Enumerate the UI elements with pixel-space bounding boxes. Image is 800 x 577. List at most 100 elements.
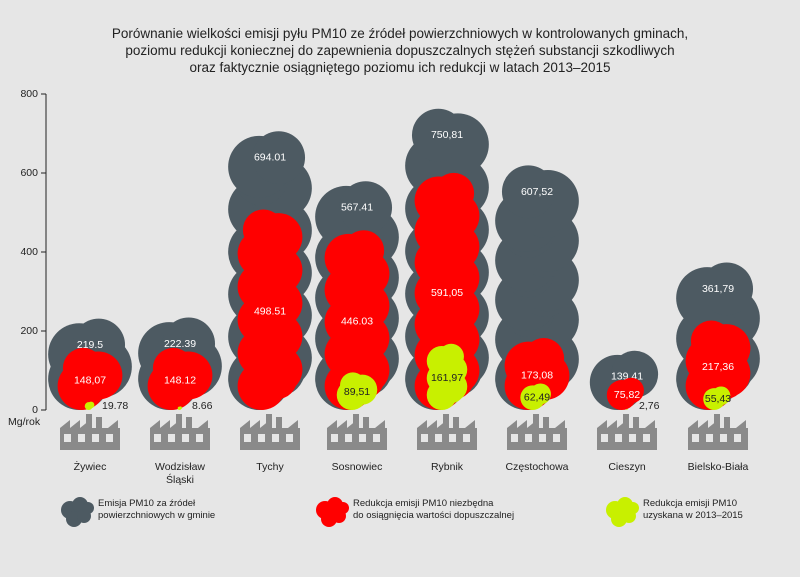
legend-label-line: Redukcja emisji PM10 xyxy=(643,498,737,509)
cloud-puff xyxy=(501,165,555,219)
factory-window xyxy=(168,434,175,442)
factory-body xyxy=(240,428,300,450)
x-tick-label: Tychy xyxy=(256,461,284,473)
factory-chimney xyxy=(543,417,549,428)
cloud-puff xyxy=(411,108,465,162)
factory-body xyxy=(688,428,748,450)
legend-swatch xyxy=(316,497,349,527)
factory-body xyxy=(417,428,477,450)
y-tick-label: 600 xyxy=(20,167,38,179)
factory-chimney xyxy=(96,417,102,428)
cloud-puff xyxy=(62,347,104,389)
factory-body xyxy=(150,428,210,450)
cloud-puff xyxy=(529,383,551,405)
legend-label-line: Redukcja emisji PM10 niezbędna xyxy=(353,498,494,509)
factory-chimney xyxy=(533,414,539,428)
value-label: 89,51 xyxy=(344,386,370,398)
cloud-bar xyxy=(626,408,628,410)
factory-window xyxy=(553,434,560,442)
factory-window xyxy=(92,434,99,442)
factory-chimney xyxy=(276,417,282,428)
y-tick-label: 400 xyxy=(20,246,38,258)
cloud-puff xyxy=(337,502,349,514)
x-tick-label-line: Śląski xyxy=(166,473,194,486)
value-label: 498.51 xyxy=(254,305,286,317)
value-label: 75,82 xyxy=(614,389,640,401)
cloud-puff xyxy=(700,262,754,316)
factory-window xyxy=(286,434,293,442)
cloud-puff xyxy=(340,372,366,398)
x-tick-label: Bielsko-Biała xyxy=(688,461,749,473)
factory-chimney xyxy=(86,414,92,428)
factory-icon xyxy=(597,414,657,450)
factory-window xyxy=(359,434,366,442)
x-tick-label: Wodzisław Śląski xyxy=(155,461,205,486)
cloud-puff xyxy=(339,181,393,234)
factory-icon xyxy=(327,414,387,450)
value-label: 217,36 xyxy=(702,361,734,373)
factory-window xyxy=(258,434,265,442)
factory-window xyxy=(421,434,428,442)
factory-window xyxy=(373,434,380,442)
legend-label-line: do osiągnięcia wartości dopuszczalnej xyxy=(353,510,514,521)
legend-swatch xyxy=(61,497,94,527)
factory-window xyxy=(64,434,71,442)
cloud-bar xyxy=(147,347,213,410)
legend-swatch xyxy=(606,497,639,527)
factory-window xyxy=(331,434,338,442)
factory-window xyxy=(643,434,650,442)
factory-window xyxy=(78,434,85,442)
factory-icon xyxy=(60,414,120,450)
x-tick-label: Rybnik xyxy=(431,461,464,473)
cloud-puff xyxy=(179,406,182,410)
y-tick-label: 200 xyxy=(20,325,38,337)
cloud-bar xyxy=(57,347,123,410)
legend-label-line: Emisja PM10 za źródeł xyxy=(98,498,196,509)
chart-title-line: Porównanie wielkości emisji pyłu PM10 ze… xyxy=(112,26,688,41)
value-label: 8.66 xyxy=(192,400,213,412)
x-tick-label: Żywiec xyxy=(74,460,107,473)
chart-title-line: poziomu redukcji koniecznej do zapewnien… xyxy=(125,43,674,58)
y-tick-label: 0 xyxy=(32,404,38,416)
factory-window xyxy=(734,434,741,442)
cloud-puff xyxy=(433,172,475,214)
x-tick-label: Cieszyn xyxy=(608,461,646,473)
cloud-puff xyxy=(690,320,732,362)
factory-body xyxy=(60,428,120,450)
x-tick-label: Sosnowiec xyxy=(332,461,383,473)
value-label: 591,05 xyxy=(431,287,463,299)
factory-window xyxy=(539,434,546,442)
value-label: 694.01 xyxy=(254,152,286,164)
cloud-bar xyxy=(426,343,468,410)
factory-icon xyxy=(417,414,477,450)
factory-window xyxy=(720,434,727,442)
factory-chimney xyxy=(266,414,272,428)
cloud-bar xyxy=(84,401,95,410)
value-label: 567.41 xyxy=(341,202,373,214)
factory-window xyxy=(601,434,608,442)
factory-window xyxy=(244,434,251,442)
factory-window xyxy=(196,434,203,442)
cloud-puff xyxy=(523,338,565,379)
factory-window xyxy=(182,434,189,442)
factory-chimney xyxy=(353,414,359,428)
value-label: 2,76 xyxy=(639,400,660,412)
factory-window xyxy=(692,434,699,442)
factory-window xyxy=(272,434,279,442)
cloud-puff xyxy=(627,502,639,514)
cloud-bar xyxy=(606,377,644,410)
factory-icon xyxy=(507,414,567,450)
factory-chimney xyxy=(633,417,639,428)
value-label: 161,97 xyxy=(431,372,463,384)
legend-label: Redukcja emisji PM10 uzyskana w 2013–2015 xyxy=(643,498,743,521)
factory-chimney xyxy=(453,417,459,428)
value-label: 222.39 xyxy=(164,338,196,350)
factory-window xyxy=(154,434,161,442)
x-tick-label: Częstochowa xyxy=(505,461,568,473)
factory-icon xyxy=(688,414,748,450)
factory-window xyxy=(449,434,456,442)
factory-body xyxy=(327,428,387,450)
x-tick-label-line: Wodzisław xyxy=(155,461,205,473)
value-label: 173,08 xyxy=(521,370,553,382)
factory-chimney xyxy=(186,417,192,428)
